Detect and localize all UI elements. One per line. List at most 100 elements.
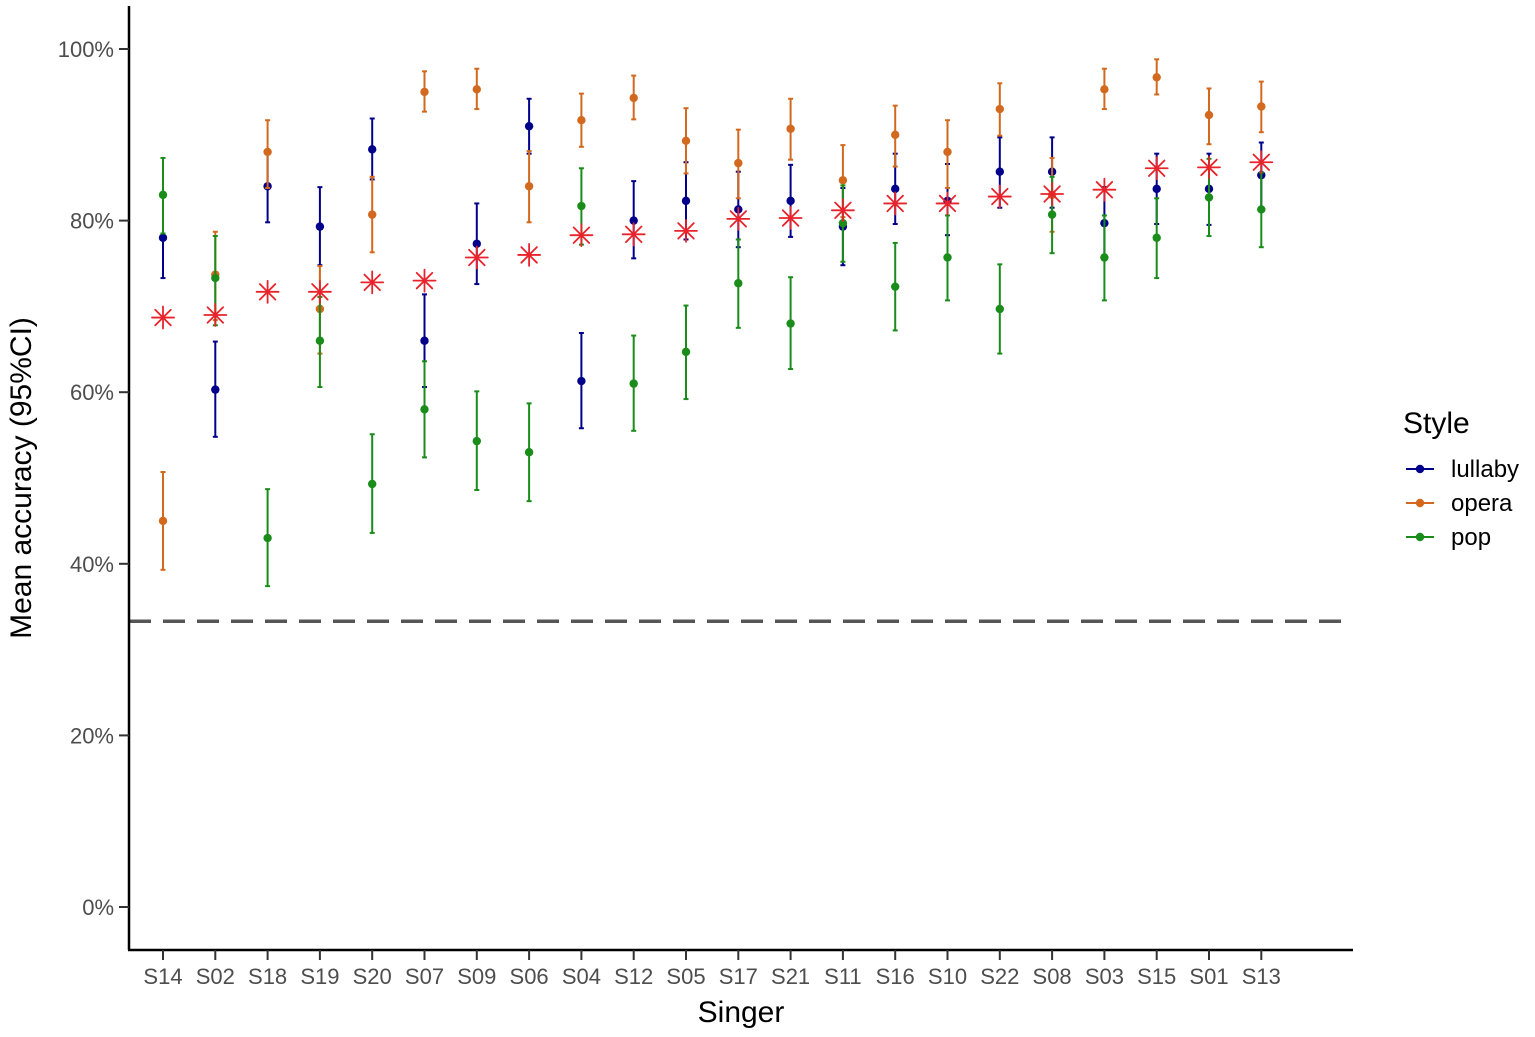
- overall-mean-marker: [621, 222, 646, 247]
- lullaby-point: [315, 222, 325, 231]
- opera-point: [420, 87, 429, 97]
- pop-point: [263, 533, 272, 543]
- pop-point: [368, 479, 377, 489]
- pop-point: [577, 201, 586, 211]
- opera-point: [1100, 85, 1109, 94]
- y-tick-label: 100%: [58, 37, 114, 62]
- lullaby-point: [420, 336, 429, 345]
- axes: 0% 20% 40% 60% 80% 100% S14 S02 S18 S19 S20 S07 S09 S…: [58, 6, 1353, 989]
- pop-point: [1257, 205, 1266, 214]
- overall-mean-marker: [883, 191, 908, 216]
- opera-point: [681, 136, 691, 146]
- pop-point: [786, 319, 795, 328]
- overall-mean-marker: [151, 305, 175, 330]
- opera-point: [786, 124, 795, 133]
- pop-point: [524, 448, 534, 457]
- overall-mean-marker: [778, 206, 803, 230]
- opera-point: [1204, 110, 1214, 120]
- opera-point: [577, 116, 586, 125]
- legend: Style lullaby opera pop: [1403, 407, 1519, 551]
- pop-point: [943, 253, 952, 262]
- overall-mean-marker: [1197, 155, 1221, 180]
- opera-point: [995, 104, 1004, 114]
- x-tick-label: S16: [876, 964, 915, 989]
- opera-point: [838, 176, 848, 185]
- opera-point: [524, 182, 534, 191]
- overall-mean-marker: [1092, 177, 1117, 202]
- x-tick-label: S11: [824, 964, 862, 989]
- pop-point: [158, 190, 168, 200]
- opera-point: [891, 130, 900, 139]
- opera-point: [158, 516, 168, 526]
- x-tick-label: S09: [457, 964, 496, 989]
- x-tick-label: S05: [666, 964, 705, 989]
- pop-point: [472, 436, 481, 446]
- overall-mean-marker: [255, 279, 280, 304]
- x-tick-label: S17: [719, 964, 758, 989]
- legend-key-point-opera: [1415, 498, 1425, 508]
- overall-mean-marker: [987, 184, 1012, 209]
- pop-point: [211, 273, 220, 283]
- y-tick-label: 20%: [70, 723, 114, 748]
- lullaby-point: [1152, 184, 1161, 194]
- pop-point: [1204, 193, 1214, 202]
- overall-mean-marker: [1144, 156, 1169, 181]
- x-tick-label: S22: [980, 964, 1019, 989]
- overall-mean-marker: [674, 218, 698, 243]
- x-tick-label: S12: [614, 964, 653, 989]
- plot-area: [129, 58, 1353, 624]
- x-tick-label: S01: [1189, 964, 1228, 989]
- pop-point: [1100, 253, 1109, 262]
- opera-point: [1257, 102, 1266, 111]
- x-tick-label: S08: [1033, 964, 1072, 989]
- pop-point: [629, 379, 638, 388]
- lullaby-point: [891, 184, 900, 194]
- overall-mean-marker: [307, 279, 332, 304]
- opera-point: [734, 158, 743, 168]
- lullaby-point: [995, 167, 1004, 176]
- overall-mean-marker: [726, 206, 751, 231]
- pop-point: [420, 405, 429, 414]
- y-axis-title: Mean accuracy (95%CI): [5, 317, 38, 639]
- pop-point: [681, 347, 691, 357]
- overall-mean-marker: [935, 191, 960, 216]
- lullaby-point: [524, 122, 534, 131]
- x-tick-label: S19: [300, 964, 339, 989]
- x-tick-label: S18: [248, 964, 287, 989]
- legend-label-pop: pop: [1451, 524, 1491, 551]
- x-tick-label: S07: [405, 964, 444, 989]
- pop-point: [838, 218, 848, 228]
- legend-label-lullaby: lullaby: [1451, 456, 1519, 483]
- lullaby-point: [158, 233, 168, 242]
- x-tick-label: S14: [143, 964, 182, 989]
- legend-title: Style: [1403, 407, 1470, 440]
- lullaby-point: [368, 145, 377, 154]
- overall-mean-marker: [203, 303, 228, 327]
- y-tick-label: 0%: [82, 895, 114, 920]
- lullaby-point: [629, 216, 638, 225]
- opera-point: [629, 93, 638, 103]
- x-tick-label: S20: [353, 964, 392, 989]
- overall-mean-marker: [412, 268, 437, 293]
- lullaby-point: [681, 196, 691, 206]
- pop-point: [995, 304, 1004, 314]
- x-tick-label: S02: [196, 964, 235, 989]
- y-tick-label: 60%: [70, 380, 114, 405]
- x-tick-label: S06: [510, 964, 549, 989]
- overall-mean-marker: [517, 243, 541, 267]
- opera-point: [1152, 73, 1161, 82]
- x-tick-label: S15: [1137, 964, 1176, 989]
- overall-mean-marker: [569, 223, 594, 248]
- pop-point: [891, 282, 900, 291]
- opera-point: [263, 147, 272, 157]
- y-tick-label: 80%: [70, 209, 114, 234]
- lullaby-point: [472, 239, 481, 248]
- x-tick-label: S21: [771, 964, 810, 989]
- overall-mean-marker: [1249, 150, 1274, 175]
- pop-point: [1152, 233, 1161, 242]
- x-axis-title: Singer: [698, 996, 785, 1029]
- x-tick-label: S10: [928, 964, 967, 989]
- x-tick-label: S03: [1085, 964, 1124, 989]
- y-tick-label: 40%: [70, 552, 114, 577]
